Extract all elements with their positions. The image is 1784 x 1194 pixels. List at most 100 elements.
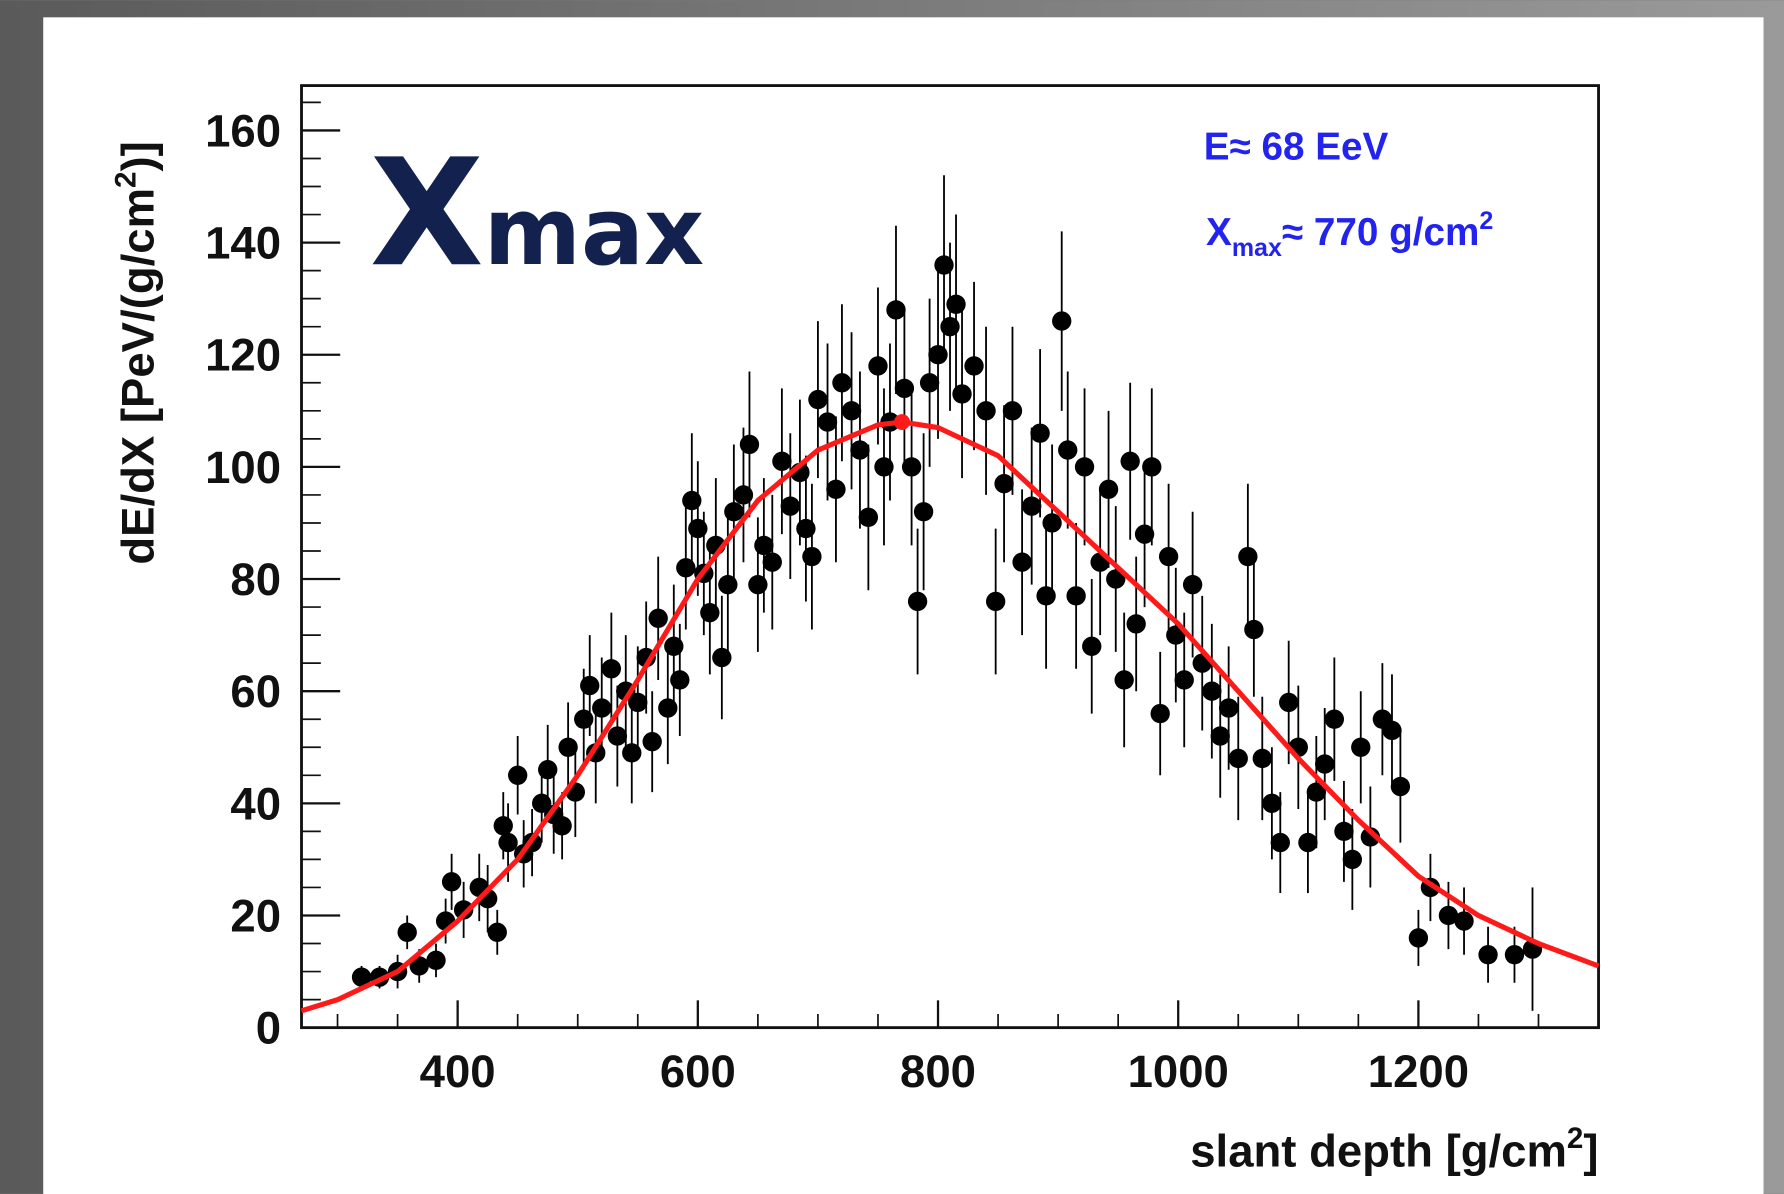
data-point <box>1342 849 1363 870</box>
data-point <box>712 647 732 668</box>
data-point <box>1150 703 1170 724</box>
data-point <box>508 765 528 785</box>
data-point <box>724 502 744 522</box>
panel <box>43 17 1764 1194</box>
x-tick-label: 1000 <box>1128 1046 1229 1097</box>
data-point <box>682 490 702 511</box>
data-point <box>1030 423 1050 443</box>
data-point <box>426 950 446 971</box>
data-point <box>1238 546 1258 567</box>
annotation: Xmax≈ 770 g/cm2 <box>1206 207 1493 262</box>
x-tick-label: 400 <box>420 1046 496 1097</box>
data-point <box>868 356 888 376</box>
data-point <box>964 356 984 376</box>
annotation-sup: 2 <box>1479 207 1493 235</box>
data-point <box>688 518 708 539</box>
data-point <box>1334 821 1354 842</box>
data-point <box>622 743 642 763</box>
data-point <box>858 507 879 528</box>
title-main: X <box>370 127 484 299</box>
data-point <box>739 434 760 455</box>
data-point <box>934 255 954 275</box>
data-point <box>762 552 782 572</box>
data-point <box>832 373 852 393</box>
x-label-sup: 2 <box>1567 1122 1583 1155</box>
data-point <box>1120 451 1140 471</box>
data-point <box>607 726 628 746</box>
data-point <box>1298 832 1318 853</box>
data-point <box>772 451 792 471</box>
y-label-part: )] <box>113 141 164 171</box>
x-tick-label: 1200 <box>1368 1046 1469 1097</box>
data-point <box>592 698 612 718</box>
data-point <box>580 675 600 696</box>
data-point <box>1126 614 1146 634</box>
data-point <box>946 294 966 314</box>
data-point <box>841 401 862 421</box>
data-point <box>1042 513 1062 533</box>
data-point <box>748 574 768 595</box>
annotation: E≈ 68 EeV <box>1204 126 1389 169</box>
data-point <box>1082 636 1102 657</box>
data-point <box>441 872 462 892</box>
data-point <box>700 603 720 623</box>
data-point <box>1106 569 1126 589</box>
data-point <box>940 317 960 337</box>
xmax-marker <box>894 414 910 430</box>
data-point <box>754 535 774 556</box>
data-point <box>1098 479 1119 499</box>
data-point <box>1270 832 1290 853</box>
data-point <box>1142 457 1162 477</box>
data-point <box>976 401 996 421</box>
data-point <box>648 608 668 628</box>
data-point <box>928 345 948 365</box>
data-point <box>1202 681 1222 701</box>
data-point <box>1174 670 1194 690</box>
data-point <box>1306 782 1326 802</box>
y-tick-label: 160 <box>205 105 281 156</box>
data-point <box>487 922 507 942</box>
title-sub: max <box>484 178 704 287</box>
data-point <box>1228 748 1248 769</box>
data-point <box>796 518 816 539</box>
data-point <box>985 591 1006 612</box>
plot-frame <box>300 84 1600 1030</box>
data-point <box>886 300 906 320</box>
data-point <box>913 502 934 522</box>
data-point <box>1324 709 1345 729</box>
data-point <box>552 816 572 836</box>
y-axis-label: dE/dX [PeV/(g/cm2)] <box>109 141 163 564</box>
data-point <box>1244 619 1264 640</box>
annotation-sub: max <box>1232 234 1282 262</box>
y-tick-label: 40 <box>230 778 281 829</box>
data-point <box>1390 776 1411 797</box>
y-tick-label: 80 <box>230 554 281 605</box>
data-point <box>1066 586 1086 606</box>
data-point <box>1360 827 1381 847</box>
data-point <box>1022 496 1042 516</box>
data-point <box>538 760 558 780</box>
data-point <box>642 731 662 752</box>
y-label-sup: 2 <box>109 172 142 188</box>
data-point <box>1158 546 1179 567</box>
data-point <box>1252 748 1272 769</box>
data-point <box>664 636 684 657</box>
x-label-part: ] <box>1583 1125 1598 1176</box>
data-point <box>1218 698 1239 718</box>
data-point <box>1002 401 1023 421</box>
data-point <box>397 922 417 942</box>
y-tick-label: 100 <box>205 442 281 493</box>
data-point <box>493 816 513 836</box>
data-point <box>1279 692 1299 713</box>
data-point <box>718 574 738 595</box>
y-tick-label: 60 <box>230 666 281 717</box>
y-label-part: dE/dX [PeV/(g/cm <box>113 188 164 565</box>
data-point <box>498 832 518 853</box>
data-point <box>1315 754 1335 774</box>
data-point <box>780 496 800 516</box>
data-point <box>808 389 828 410</box>
data-point <box>802 546 822 567</box>
x-label-part: slant depth [g/cm <box>1190 1125 1567 1176</box>
